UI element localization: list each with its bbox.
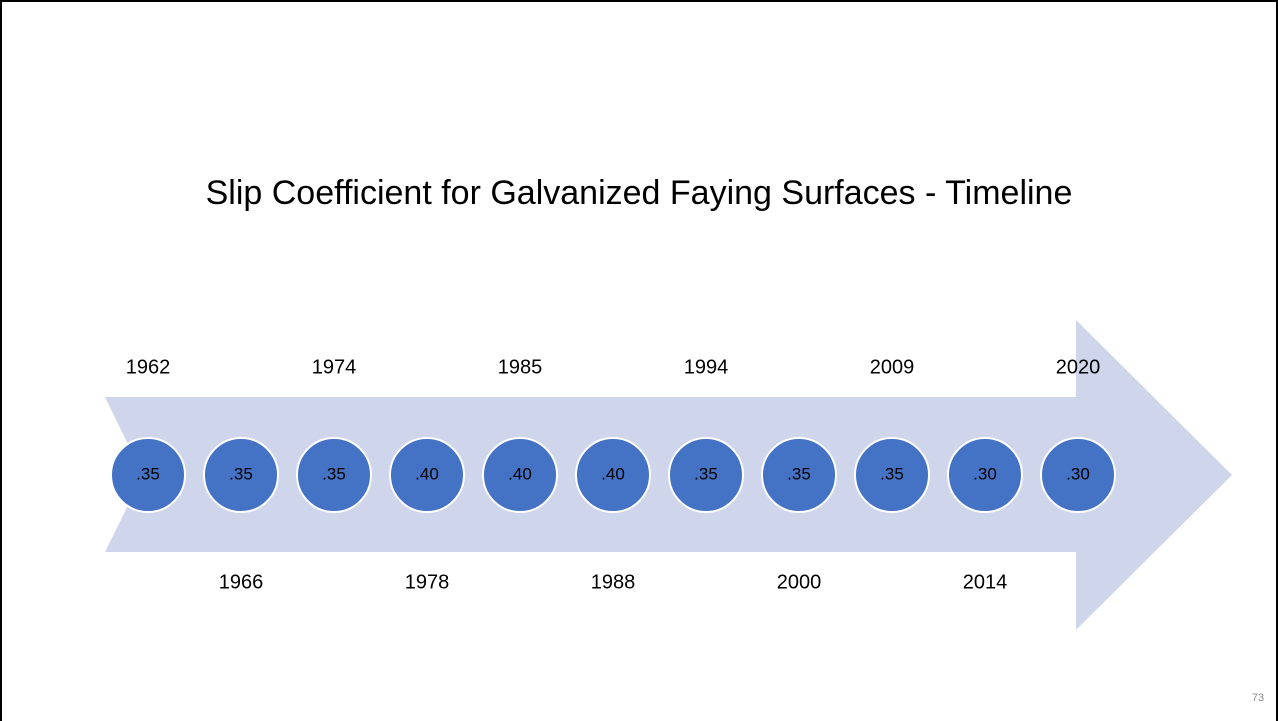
event-node [854,437,930,513]
event-value: .35 [322,464,346,483]
event-node [575,437,651,513]
event-year: 1962 [126,356,171,378]
event-value: .40 [601,464,625,483]
event-value: .35 [787,464,811,483]
event-year: 1985 [498,356,543,378]
event-year: 1974 [312,356,357,378]
event-node [1040,437,1116,513]
slide-title: Slip Coefficient for Galvanized Faying S… [206,174,1073,212]
event-year: 1988 [591,571,636,593]
event-node [947,437,1023,513]
event-node [482,437,558,513]
event-node [110,437,186,513]
event-year: 1978 [405,571,450,593]
event-year: 2020 [1056,356,1101,378]
event-value: .35 [136,464,160,483]
event-node [296,437,372,513]
event-value: .35 [880,464,904,483]
event-value: .30 [1066,464,1090,483]
event-value: .35 [694,464,718,483]
event-year: 2000 [777,571,822,593]
page-number: 73 [1252,692,1264,704]
event-value: .40 [508,464,532,483]
event-node [761,437,837,513]
event-value: .40 [415,464,439,483]
event-year: 2014 [963,571,1008,593]
event-year: 2009 [870,356,915,378]
event-node [389,437,465,513]
event-value: .30 [973,464,997,483]
event-year: 1994 [684,356,729,378]
event-node [668,437,744,513]
event-year: 1966 [219,571,264,593]
timeline-events: .35 1962 .35 1966 .35 1974 .40 1978 .40 1985 .40 19… [110,356,1116,593]
event-node [203,437,279,513]
event-value: .35 [229,464,253,483]
